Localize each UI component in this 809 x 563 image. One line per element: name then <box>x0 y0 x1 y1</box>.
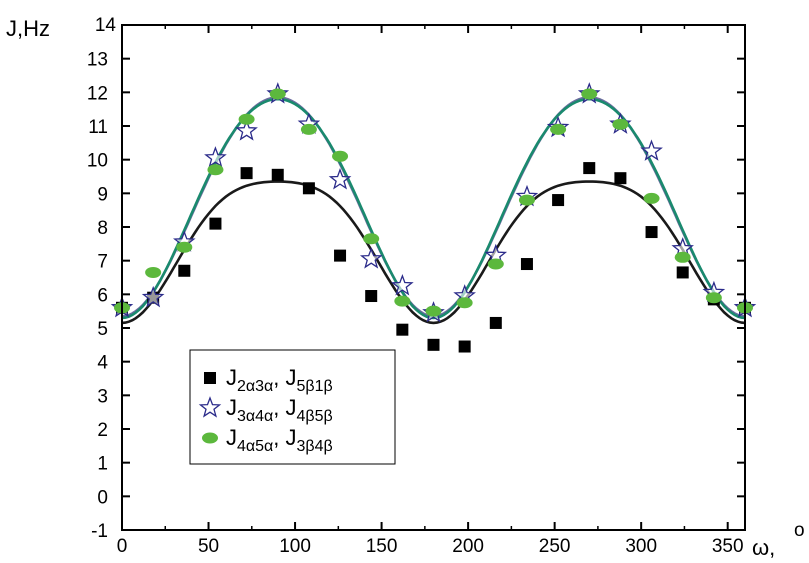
x-tick-label: 150 <box>366 536 398 557</box>
curve-series-3 <box>121 97 746 320</box>
legend-marker-series-1 <box>204 372 216 384</box>
data-point-series-2 <box>391 274 414 296</box>
data-point-series-1 <box>583 162 596 175</box>
data-point-series-1 <box>614 172 627 185</box>
data-point-series-3 <box>550 123 567 135</box>
data-point-series-3 <box>145 266 162 278</box>
y-tick-label: 4 <box>97 353 108 374</box>
y-tick-label: 5 <box>97 319 108 340</box>
data-point-series-1 <box>676 266 689 279</box>
data-point-series-3 <box>332 150 349 162</box>
data-point-series-1 <box>489 316 502 329</box>
legend-box <box>189 349 396 465</box>
x-tick-label: 0 <box>117 536 128 557</box>
plot-frame <box>121 24 746 531</box>
data-point-series-3 <box>269 88 286 100</box>
y-tick-label: 0 <box>97 487 108 508</box>
x-axis-unit: o <box>794 520 805 541</box>
y-tick-label: 3 <box>97 386 108 407</box>
data-point-series-3 <box>425 305 442 317</box>
data-point-series-3 <box>705 292 722 304</box>
data-point-series-3 <box>176 241 193 253</box>
data-point-series-3 <box>581 88 598 100</box>
x-tick-label: 250 <box>539 536 571 557</box>
legend-label-series-3: J4α5α, J3β4β <box>226 425 333 455</box>
y-tick-label: 11 <box>88 117 108 138</box>
data-point-series-2 <box>204 146 227 168</box>
legend-marker-series-2 <box>198 396 222 418</box>
legend-label-series-2: J3α4α, J4β5β <box>226 395 333 425</box>
x-tick-label: 350 <box>712 536 744 557</box>
x-axis-title: ω, <box>752 535 775 560</box>
data-point-series-3 <box>207 164 224 176</box>
y-tick-label: 9 <box>97 184 108 205</box>
y-tick-label: 8 <box>97 218 108 239</box>
y-axis-title: J,Hz <box>6 16 50 41</box>
data-point-series-2 <box>640 139 663 161</box>
data-point-series-1 <box>271 168 284 181</box>
x-tick-label: 200 <box>452 536 484 557</box>
data-point-series-3 <box>300 123 317 135</box>
data-point-series-1 <box>209 217 222 230</box>
data-point-series-2 <box>359 247 383 269</box>
data-point-series-1 <box>302 182 315 195</box>
x-tick-label: 100 <box>279 536 311 557</box>
y-tick-label: 1 <box>97 454 108 475</box>
curve-series-1 <box>121 180 746 325</box>
data-point-series-3 <box>363 233 380 245</box>
y-tick-label: 14 <box>95 15 117 36</box>
legend-marker-series-3 <box>202 432 218 444</box>
legend-label-series-1: J2α3α, J5β1β <box>226 365 333 395</box>
fitted-curves <box>121 96 746 325</box>
data-point-series-1 <box>178 264 191 277</box>
data-point-series-1 <box>520 258 533 271</box>
data-point-series-2 <box>235 119 258 141</box>
data-point-series-2 <box>328 168 352 190</box>
data-point-series-3 <box>394 295 411 307</box>
data-point-series-3 <box>674 251 691 263</box>
data-point-series-1 <box>365 290 378 303</box>
y-tick-label: -1 <box>91 521 108 542</box>
x-tick-label: 50 <box>198 536 219 557</box>
data-point-series-1 <box>645 226 658 239</box>
x-axis-ticks: 0 50 100 150 200 250 300 350 <box>117 25 744 557</box>
y-tick-label: 7 <box>97 252 108 273</box>
data-point-series-1 <box>427 338 440 351</box>
data-point-series-1 <box>552 194 565 207</box>
data-markers <box>110 82 757 353</box>
y-tick-label: 10 <box>87 151 108 172</box>
data-point-series-1 <box>334 249 347 262</box>
data-point-series-3 <box>238 113 255 125</box>
data-point-series-2 <box>141 285 165 308</box>
data-point-series-3 <box>487 258 504 270</box>
x-tick-label: 300 <box>625 536 657 557</box>
data-point-series-1 <box>458 340 471 353</box>
y-tick-label: 12 <box>87 83 108 104</box>
y-tick-label: 13 <box>87 50 108 71</box>
data-point-series-3 <box>643 192 660 204</box>
data-point-series-1 <box>396 323 409 336</box>
data-point-series-3 <box>612 118 629 130</box>
data-point-series-3 <box>518 194 535 206</box>
y-tick-label: 2 <box>97 420 108 441</box>
data-point-series-3 <box>456 297 473 309</box>
y-tick-label: 6 <box>97 285 108 306</box>
data-point-series-1 <box>240 167 253 180</box>
